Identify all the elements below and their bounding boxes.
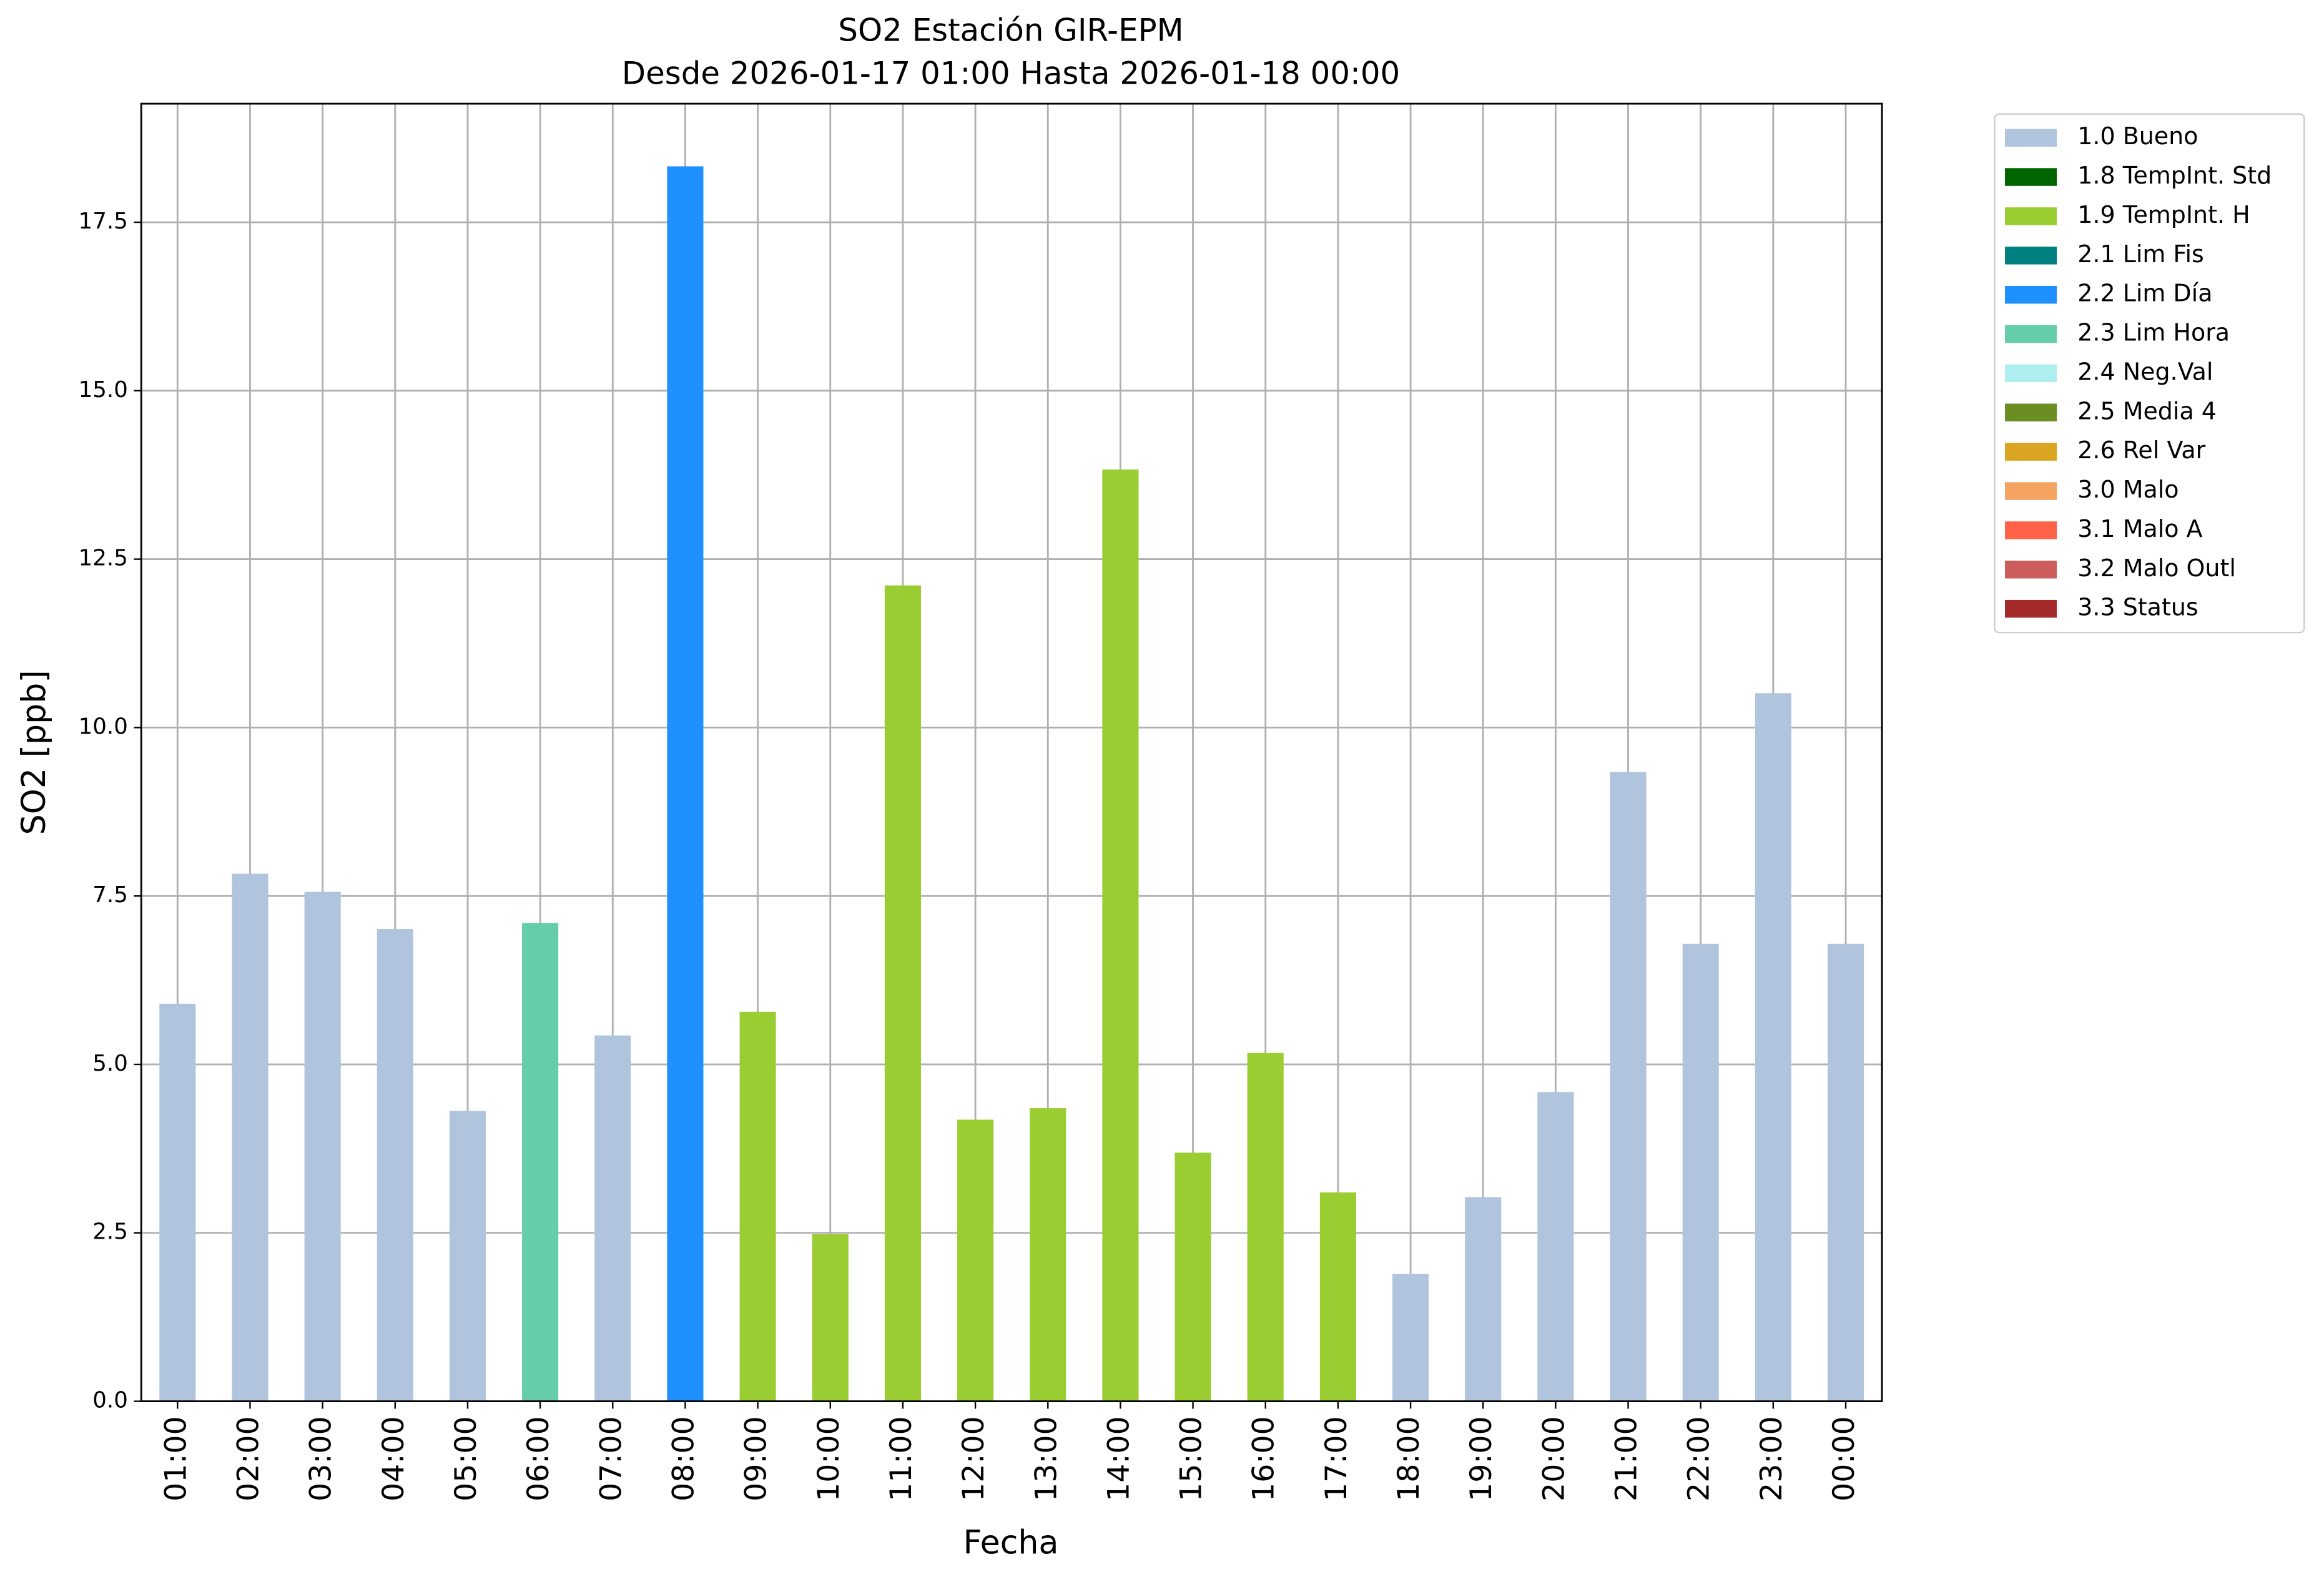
bar (667, 166, 704, 1402)
bar (1392, 1274, 1429, 1402)
legend-label: 3.1 Malo A (2077, 515, 2202, 543)
x-tick-label: 10:00 (812, 1416, 846, 1501)
chart-subtitle: Desde 2026-01-17 01:00 Hasta 2026-01-18 … (622, 56, 1400, 92)
y-tick-label: 7.5 (92, 882, 128, 908)
x-tick-label: 13:00 (1029, 1416, 1063, 1501)
legend-swatch (2005, 521, 2057, 539)
bar (1174, 1152, 1211, 1402)
x-axis-label: Fecha (963, 1525, 1058, 1562)
plot-frame (140, 102, 1883, 1402)
x-tick-label: 23:00 (1755, 1416, 1789, 1501)
bar (957, 1119, 994, 1402)
bar (1755, 693, 1791, 1402)
legend-label: 2.2 Lim Día (2077, 280, 2212, 307)
x-tick-label: 07:00 (594, 1416, 628, 1501)
legend-label: 3.3 Status (2077, 594, 2198, 621)
legend-label: 2.5 Media 4 (2077, 397, 2217, 425)
x-tick-label: 09:00 (739, 1416, 774, 1501)
y-tick-label: 10.0 (79, 714, 128, 739)
bar (1682, 943, 1719, 1402)
x-tick-label: 03:00 (304, 1416, 338, 1501)
legend-swatch (2005, 129, 2057, 147)
bar (1030, 1108, 1066, 1402)
x-tick-label: 05:00 (449, 1416, 483, 1501)
x-tick-label: 00:00 (1827, 1416, 1861, 1501)
x-tick-label: 15:00 (1174, 1416, 1209, 1501)
legend-label: 1.8 TempInt. Std (2077, 162, 2272, 189)
bar (304, 892, 341, 1402)
bar (1537, 1092, 1574, 1402)
legend-label: 3.2 Malo Outl (2077, 554, 2236, 582)
legend-label: 2.6 Rel Var (2077, 436, 2205, 464)
x-tick-label: 20:00 (1537, 1416, 1571, 1501)
y-axis-label: SO2 [ppb] (16, 670, 53, 835)
x-tick-label: 18:00 (1392, 1416, 1426, 1501)
bar (1319, 1192, 1356, 1402)
bar (1465, 1197, 1502, 1402)
legend-label: 3.0 Malo (2077, 476, 2179, 503)
legend-swatch (2005, 325, 2057, 343)
bar (159, 1003, 196, 1402)
y-tick-label: 2.5 (92, 1219, 128, 1245)
bar (1610, 772, 1647, 1402)
y-tick-label: 17.5 (79, 209, 128, 234)
bar (594, 1035, 631, 1402)
x-tick-label: 02:00 (231, 1416, 265, 1501)
legend-swatch (2005, 443, 2057, 461)
bar (449, 1111, 486, 1402)
bar (812, 1234, 849, 1402)
x-tick-label: 17:00 (1319, 1416, 1354, 1501)
bar (884, 585, 921, 1402)
bar (739, 1011, 776, 1402)
bar (1102, 469, 1139, 1402)
legend-label: 1.0 Bueno (2077, 122, 2198, 150)
legend-swatch (2005, 285, 2057, 304)
legend-swatch (2005, 168, 2057, 186)
y-tick-label: 5.0 (92, 1051, 128, 1076)
x-tick-label: 11:00 (884, 1416, 918, 1501)
x-tick-label: 12:00 (957, 1416, 991, 1501)
bar (522, 923, 559, 1402)
x-tick-label: 04:00 (377, 1416, 411, 1501)
x-tick-label: 16:00 (1247, 1416, 1281, 1501)
bar (232, 873, 268, 1402)
legend-swatch (2005, 207, 2057, 225)
x-tick-label: 01:00 (159, 1416, 193, 1501)
legend-label: 1.9 TempInt. H (2077, 201, 2250, 228)
y-tick-label: 15.0 (79, 377, 128, 403)
x-tick-label: 21:00 (1610, 1416, 1644, 1501)
legend-label: 2.3 Lim Hora (2077, 319, 2230, 346)
bar (1247, 1053, 1284, 1402)
legend-label: 2.4 Neg.Val (2077, 358, 2213, 385)
x-tick-label: 06:00 (521, 1416, 556, 1501)
legend-swatch (2005, 364, 2057, 383)
bar (377, 929, 413, 1402)
bar (1827, 943, 1864, 1402)
x-tick-label: 14:00 (1101, 1416, 1136, 1501)
x-tick-label: 19:00 (1464, 1416, 1499, 1501)
legend-swatch (2005, 561, 2057, 579)
legend-swatch (2005, 599, 2057, 618)
legend-swatch (2005, 247, 2057, 265)
y-tick-label: 12.5 (79, 546, 128, 571)
legend-swatch (2005, 403, 2057, 422)
chart-title: SO2 Estación GIR-EPM (838, 12, 1183, 49)
x-tick-label: 22:00 (1682, 1416, 1716, 1501)
legend-label: 2.1 Lim Fis (2077, 240, 2204, 268)
y-tick-label: 0.0 (92, 1388, 128, 1413)
legend-swatch (2005, 482, 2057, 500)
x-tick-label: 08:00 (666, 1416, 701, 1501)
legend-box (1994, 113, 2305, 634)
